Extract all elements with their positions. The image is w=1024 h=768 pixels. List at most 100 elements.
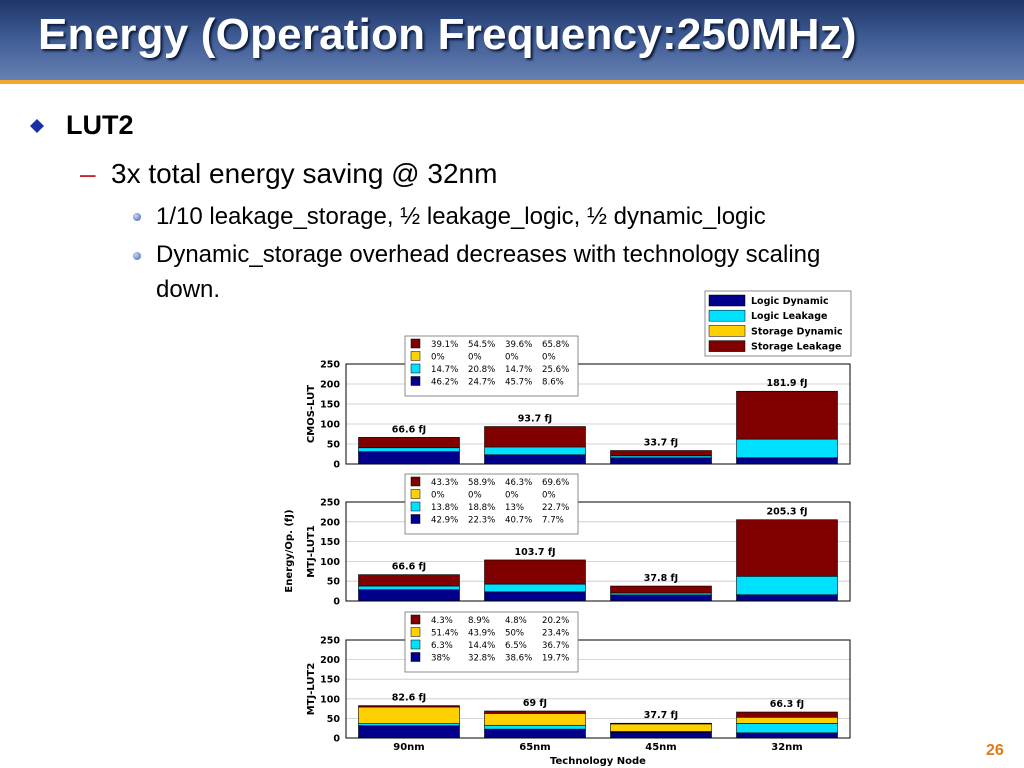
bar-segment-logic-dynamic — [736, 594, 838, 602]
legend-swatch — [708, 340, 746, 352]
y-tick-label: 100 — [320, 420, 340, 431]
percentage-cell: 0% — [431, 353, 445, 363]
percentage-cell: 0% — [505, 353, 519, 363]
percentage-cell: 7.7% — [542, 516, 564, 526]
y-tick-label: 250 — [320, 360, 340, 371]
bar-segment-storage-leakage — [610, 585, 712, 594]
bar-segment-storage-dynamic — [358, 706, 460, 724]
panel-label: MTJ-LUT2 — [306, 663, 317, 716]
percentage-table — [404, 611, 579, 673]
bar-total-label: 33.7 fJ — [644, 438, 678, 449]
percentage-swatch — [410, 627, 421, 637]
bar-total-label: 66.6 fJ — [392, 562, 426, 573]
bar-segment-logic-leakage — [736, 438, 838, 459]
bar-segment-logic-dynamic — [610, 457, 712, 465]
bar-total-label: 205.3 fJ — [766, 507, 807, 518]
bar-segment-storage-leakage — [610, 450, 712, 457]
percentage-swatch — [410, 476, 421, 487]
percentage-cell: 19.7% — [542, 654, 569, 664]
bar-segment-storage-leakage — [484, 426, 586, 448]
bar-segment-logic-leakage — [484, 583, 586, 593]
y-tick-label: 0 — [333, 734, 340, 745]
percentage-swatch — [410, 652, 421, 662]
percentage-cell: 4.3% — [431, 616, 453, 626]
legend-label: Storage Dynamic — [751, 326, 843, 337]
bar-total-label: 93.7 fJ — [518, 414, 552, 425]
bar-segment-logic-dynamic — [484, 728, 586, 739]
bar-segment-logic-leakage — [484, 446, 586, 456]
dot-bullet-icon — [133, 252, 141, 260]
x-tick-label: 65nm — [519, 742, 550, 753]
x-tick-label: 32nm — [771, 742, 802, 753]
percentage-cell: 38% — [431, 654, 450, 664]
bar-segment-logic-dynamic — [358, 725, 460, 739]
bar-segment-storage-leakage — [358, 705, 460, 708]
percentage-cell: 46.3% — [505, 478, 532, 488]
bar-segment-logic-leakage — [484, 724, 586, 730]
y-tick-label: 150 — [320, 675, 340, 686]
percentage-cell: 14.4% — [468, 641, 495, 651]
bar-segment-storage-leakage — [736, 390, 838, 440]
bar-segment-logic-dynamic — [484, 454, 586, 465]
bar-segment-storage-leakage — [358, 437, 460, 449]
diamond-bullet-icon — [30, 119, 44, 133]
bar-total-label: 181.9 fJ — [766, 378, 807, 389]
bar-segment-storage-dynamic — [736, 716, 838, 724]
y-tick-label: 100 — [320, 694, 340, 705]
percentage-cell: 32.8% — [468, 654, 495, 664]
bar-total-label: 66.6 fJ — [392, 424, 426, 435]
percentage-swatch — [410, 514, 421, 524]
plot-frame — [345, 639, 851, 739]
x-axis-label: Technology Node — [550, 756, 646, 767]
y-tick-label: 50 — [327, 577, 341, 588]
percentage-cell: 0% — [468, 491, 482, 501]
y-axis-label: Energy/Op. (fJ) — [284, 509, 295, 592]
percentage-swatch — [410, 501, 421, 512]
percentage-cell: 0% — [468, 353, 482, 363]
bar-segment-logic-dynamic — [610, 731, 712, 739]
percentage-cell: 43.9% — [468, 629, 495, 639]
bar-segment-logic-leakage — [358, 447, 460, 452]
bar-total-label: 66.3 fJ — [770, 699, 804, 710]
y-tick-label: 0 — [333, 597, 340, 608]
percentage-swatch — [410, 639, 421, 650]
y-tick-label: 150 — [320, 400, 340, 411]
percentage-cell: 69.6% — [542, 478, 569, 488]
percentage-swatch — [410, 489, 421, 499]
bar-segment-storage-leakage — [484, 559, 586, 585]
percentage-cell: 0% — [542, 491, 556, 501]
percentage-swatch — [410, 363, 421, 374]
percentage-cell: 20.8% — [468, 365, 495, 375]
legend-label: Logic Dynamic — [751, 296, 829, 307]
y-tick-label: 50 — [327, 440, 341, 451]
percentage-cell: 24.7% — [468, 378, 495, 388]
bar-total-label: 37.7 fJ — [644, 710, 678, 721]
percentage-swatch — [410, 351, 421, 361]
bar-segment-storage-leakage — [736, 711, 838, 718]
y-tick-label: 200 — [320, 517, 340, 528]
plot-frame — [345, 363, 851, 465]
y-tick-label: 200 — [320, 380, 340, 391]
percentage-cell: 13.8% — [431, 503, 458, 513]
y-tick-label: 200 — [320, 655, 340, 666]
percentage-cell: 22.7% — [542, 503, 569, 513]
percentage-cell: 20.2% — [542, 616, 569, 626]
bar-segment-storage-dynamic — [484, 713, 586, 726]
bar-segment-storage-leakage — [358, 574, 460, 587]
y-tick-label: 0 — [333, 460, 340, 471]
y-tick-label: 250 — [320, 498, 340, 509]
percentage-cell: 0% — [431, 491, 445, 501]
y-tick-label: 50 — [327, 714, 341, 725]
y-tick-label: 100 — [320, 557, 340, 568]
bar-segment-logic-dynamic — [736, 732, 838, 739]
bar-segment-logic-leakage — [358, 723, 460, 726]
bullet-energy-saving: 3x total energy saving @ 32nm — [111, 158, 498, 189]
bullet-dynamic-storage-cont: down. — [156, 276, 221, 303]
bullet-leakage-reduction: 1/10 leakage_storage, ½ leakage_logic, ½… — [156, 203, 766, 230]
percentage-swatch — [410, 376, 421, 386]
panel-label: CMOS-LUT — [306, 385, 317, 443]
percentage-cell: 46.2% — [431, 378, 458, 388]
percentage-cell: 38.6% — [505, 654, 532, 664]
legend-swatch — [708, 309, 746, 322]
